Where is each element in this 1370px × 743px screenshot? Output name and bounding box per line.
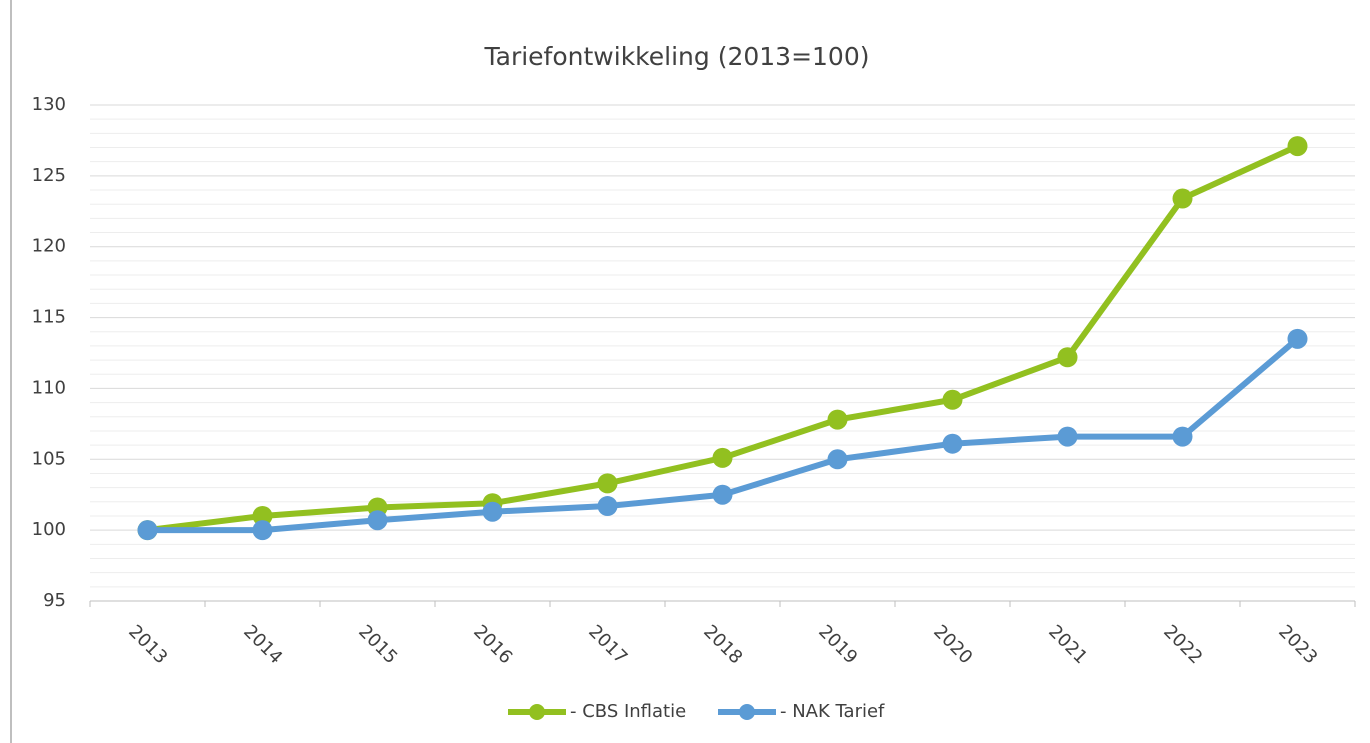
data-point	[712, 484, 733, 505]
x-tick-label: 2021	[1044, 621, 1091, 668]
legend-marker	[739, 704, 755, 720]
x-tick-label: 2015	[354, 621, 401, 668]
y-tick-label: 125	[32, 165, 66, 186]
legend-label: - CBS Inflatie	[570, 701, 686, 722]
data-point	[137, 520, 158, 541]
x-tick-label: 2019	[814, 621, 861, 668]
data-point	[1057, 426, 1078, 447]
y-tick-label: 115	[32, 307, 66, 328]
data-point	[252, 520, 273, 541]
x-tick-label: 2023	[1274, 621, 1321, 668]
y-tick-label: 105	[32, 448, 66, 469]
data-point	[1287, 136, 1308, 157]
x-tick-label: 2018	[699, 621, 746, 668]
data-point	[1057, 347, 1078, 368]
chart-title: Tariefontwikkeling (2013=100)	[484, 42, 870, 71]
y-tick-label: 100	[32, 519, 66, 540]
data-point	[942, 433, 963, 454]
data-point	[1287, 328, 1308, 349]
data-point	[597, 496, 618, 517]
y-tick-label: 120	[32, 236, 66, 257]
legend-label: - NAK Tarief	[780, 701, 885, 722]
legend-marker	[529, 704, 545, 720]
y-tick-label: 130	[32, 94, 66, 115]
y-tick-label: 95	[43, 590, 66, 611]
x-tick-label: 2014	[239, 621, 286, 668]
data-point	[827, 409, 848, 430]
x-tick-label: 2022	[1159, 621, 1206, 668]
data-point	[712, 447, 733, 468]
data-point	[597, 473, 618, 494]
y-tick-label: 110	[32, 377, 66, 398]
data-point	[827, 449, 848, 470]
x-tick-label: 2016	[469, 621, 516, 668]
data-point	[367, 510, 388, 531]
data-point	[482, 501, 503, 522]
x-tick-label: 2020	[929, 621, 976, 668]
data-point	[942, 389, 963, 410]
data-point	[1172, 426, 1193, 447]
data-point	[252, 505, 273, 526]
data-point	[1172, 188, 1193, 209]
x-tick-label: 2013	[124, 621, 171, 668]
x-tick-label: 2017	[584, 621, 631, 668]
